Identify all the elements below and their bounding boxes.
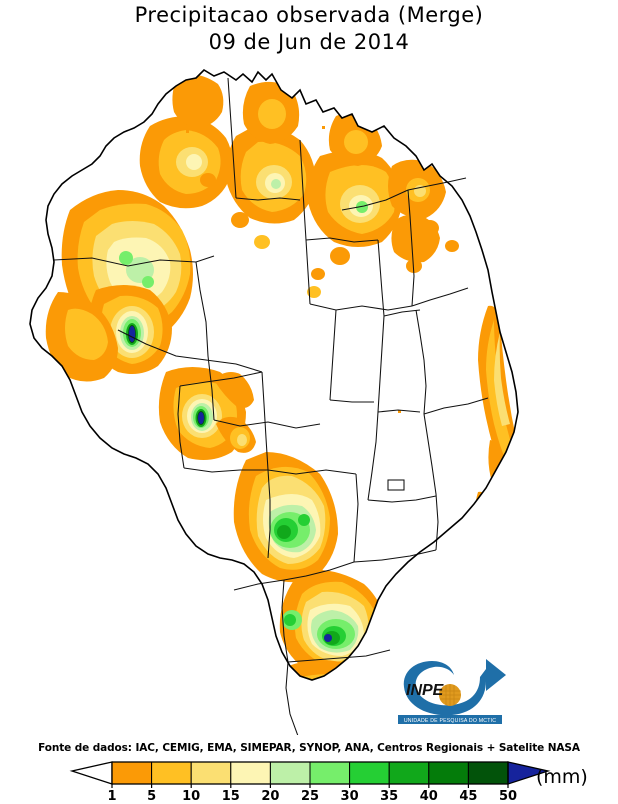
colorbar-tick-label-5: 5 (147, 789, 156, 800)
colorbar-band-15-20 (230, 761, 271, 785)
logo-banner-bg (398, 715, 502, 724)
page-title: Precipitacao observada (Merge) 09 de Jun… (0, 2, 618, 56)
colorbar-under-arrow (69, 761, 113, 785)
precip-scattered-ne (200, 173, 459, 298)
colorbar-tick-label-25: 25 (301, 789, 319, 800)
precip-region-sul (275, 660, 378, 680)
colorbar-band-30-35 (349, 761, 390, 785)
precip-amapa-inner (344, 130, 368, 154)
inpe-logo: INPE UNIDADE DE PESQUISA DO MCTIC (390, 655, 510, 727)
colorbar-band-45-50 (467, 761, 509, 785)
precip-region-nordeste (307, 150, 446, 263)
state-boundaries (53, 77, 489, 735)
colorbar-band-40-45 (428, 761, 469, 785)
colorbar-tick-label-1: 1 (107, 789, 116, 800)
colorbar-band-1-5 (111, 761, 153, 785)
globe-grid-icon (439, 684, 461, 706)
colorbar-tick-label-50: 50 (499, 789, 517, 800)
inpe-acronym: INPE (406, 682, 445, 699)
colorbar-tick-label-20: 20 (261, 789, 279, 800)
colorbar-tick-label-45: 45 (459, 789, 477, 800)
colorbar-band-20-25 (269, 761, 311, 785)
precip-region-roraima (139, 74, 233, 209)
precip-offshore-specks (186, 120, 401, 413)
colorbar-band-5-10 (151, 761, 192, 785)
precip-core-rondonia (158, 367, 256, 460)
colorbar-band-35-40 (388, 761, 430, 785)
brazil-precipitation-map (0, 60, 618, 735)
colorbar-tick-label-30: 30 (341, 789, 359, 800)
colorbar-tick-label-15: 15 (222, 789, 240, 800)
title-line-1: Precipitacao observada (Merge) (134, 3, 484, 27)
brazil-national-border (29, 68, 519, 681)
precipitation-field (45, 74, 518, 680)
colorbar-band-25-30 (309, 761, 351, 785)
precip-region-para (225, 81, 316, 224)
colorbar-tick-label-35: 35 (380, 789, 398, 800)
colorbar-ticks: 1 5 10 15 20 25 30 35 40 45 50 (107, 784, 517, 804)
precip-region-mato-grosso-sul (233, 452, 338, 583)
colorbar-band-10-15 (190, 761, 232, 785)
logo-banner-text: UNIDADE DE PESQUISA DO MCTIC (404, 718, 496, 724)
colorbar-unit-label: (mm) (536, 766, 588, 788)
colorbar-tick-label-40: 40 (420, 789, 438, 800)
data-source-line: Fonte de dados: IAC, CEMIG, EMA, SIMEPAR… (38, 742, 580, 754)
colorbar-tick-label-10: 10 (182, 789, 200, 800)
colorbar-bands (111, 761, 509, 785)
precipitation-colorbar: 1 5 10 15 20 25 30 35 40 45 50 (0, 758, 618, 804)
precip-west-strip-inner (65, 308, 108, 360)
title-line-2: 09 de Jun de 2014 (208, 30, 410, 54)
